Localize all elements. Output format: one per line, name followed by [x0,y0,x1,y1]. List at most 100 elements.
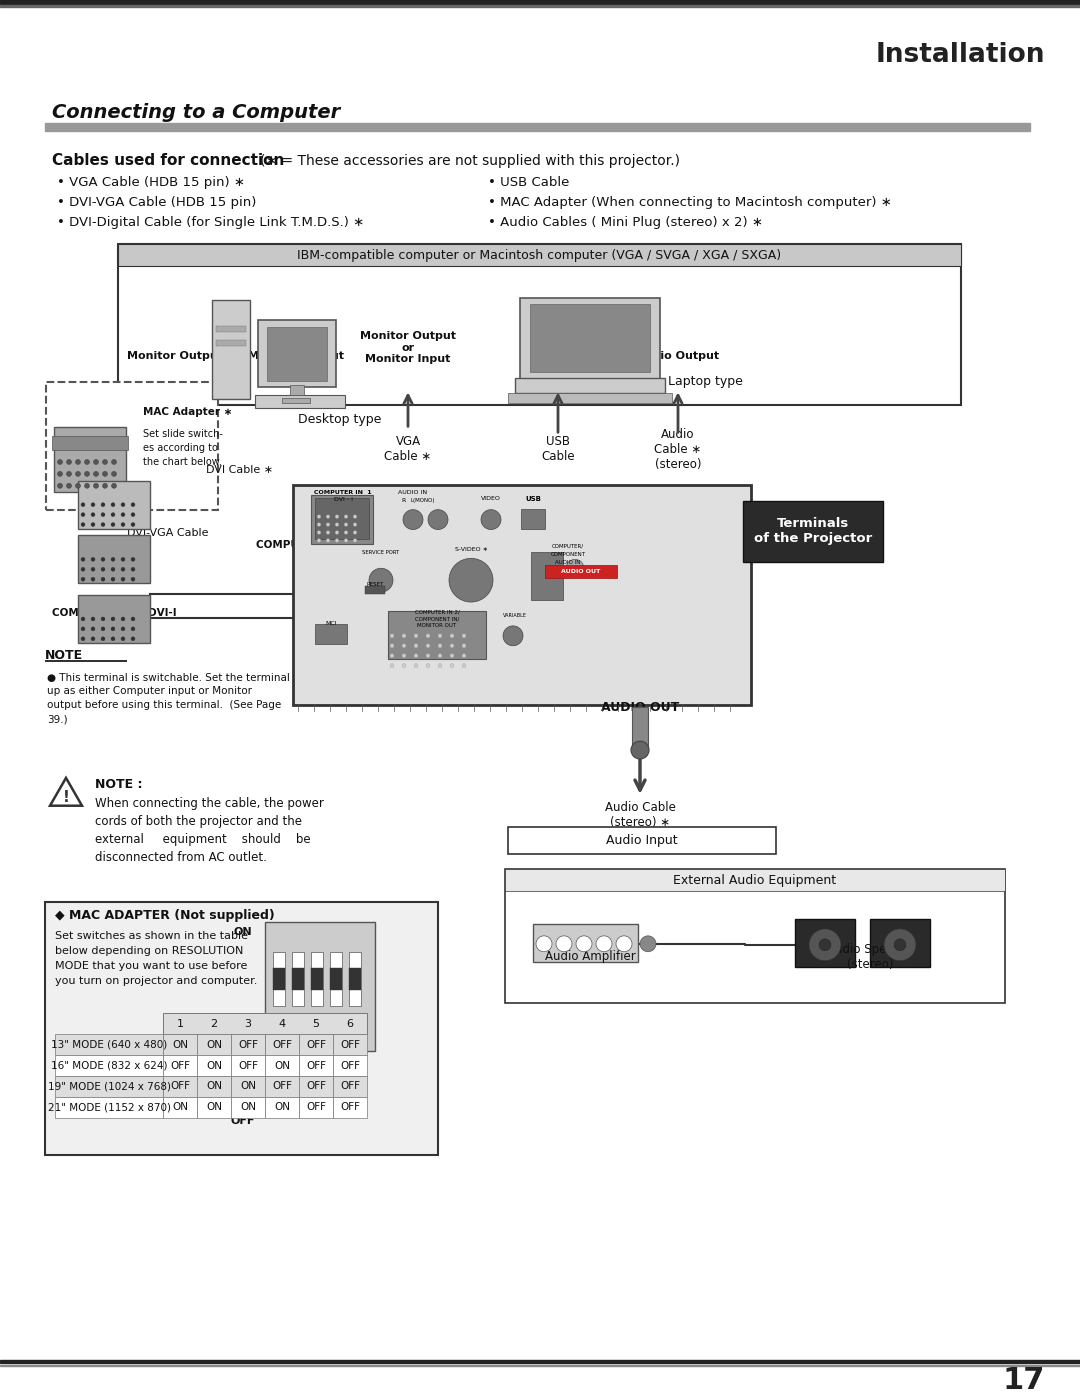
Circle shape [318,531,321,534]
Bar [508,394,672,404]
Circle shape [335,539,339,542]
Text: MODE that you want to use before: MODE that you want to use before [55,961,247,971]
Circle shape [414,644,418,648]
Circle shape [426,634,430,638]
Text: (∗ = These accessories are not supplied with this projector.): (∗ = These accessories are not supplied … [260,154,680,168]
Circle shape [111,513,114,517]
Bar [231,1055,265,1076]
Bar [330,968,342,989]
Text: • MAC Adapter (When connecting to Macintosh computer) ∗: • MAC Adapter (When connecting to Macint… [488,196,892,210]
Bar [163,1013,367,1034]
Text: Terminals
of the Projector: Terminals of the Projector [754,517,873,545]
Text: USB: USB [546,527,570,536]
Text: ON: ON [274,1102,291,1112]
Circle shape [390,634,394,638]
Circle shape [616,936,632,951]
Text: ON: ON [172,1102,188,1112]
Bar [632,707,648,749]
Circle shape [76,483,81,489]
Circle shape [450,654,454,658]
Text: 19" MODE (1024 x 768): 19" MODE (1024 x 768) [48,1081,171,1091]
Bar [216,326,246,332]
Circle shape [91,522,95,527]
Circle shape [102,577,105,581]
Circle shape [326,539,329,542]
Bar [197,1097,231,1118]
Circle shape [94,483,98,489]
Bar [333,1076,367,1097]
Circle shape [84,483,90,489]
Circle shape [631,742,649,759]
Circle shape [414,654,418,658]
Text: 5: 5 [312,1018,320,1028]
Circle shape [345,531,348,534]
Circle shape [121,627,125,631]
Bar [545,566,617,578]
Bar [291,386,303,395]
Circle shape [390,664,394,668]
Circle shape [326,531,329,534]
Text: AUDIO OUT: AUDIO OUT [562,569,600,574]
Text: Set switches as shown in the table: Set switches as shown in the table [55,930,248,940]
Text: OFF: OFF [238,1060,258,1070]
Text: COMPUTER IN 2/: COMPUTER IN 2/ [415,609,459,615]
Circle shape [131,577,135,581]
Circle shape [81,513,85,517]
Bar [521,509,545,528]
Bar [258,320,336,387]
Bar [311,968,323,989]
Text: OFF: OFF [306,1039,326,1049]
Text: below depending on RESOLUTION: below depending on RESOLUTION [55,946,243,956]
Bar [299,1034,333,1055]
Circle shape [402,654,406,658]
Text: cords of both the projector and the: cords of both the projector and the [95,814,302,828]
Bar [78,595,150,643]
Bar [55,1055,163,1076]
Circle shape [81,567,85,571]
Text: Monitor Output
or
Monitor Input: Monitor Output or Monitor Input [360,331,456,365]
Circle shape [131,557,135,562]
Circle shape [131,617,135,620]
Bar [197,1076,231,1097]
Circle shape [111,483,117,489]
Text: NOTE: NOTE [45,650,83,662]
Bar [292,968,303,989]
Bar [197,1034,231,1055]
Circle shape [462,664,465,668]
Text: Audio
Cable ∗
(stereo): Audio Cable ∗ (stereo) [654,427,702,471]
Circle shape [102,637,105,641]
Text: • DVI-VGA Cable (HDB 15 pin): • DVI-VGA Cable (HDB 15 pin) [57,196,256,210]
Bar [530,305,650,372]
Circle shape [809,929,841,961]
Bar [519,298,660,380]
Bar [365,587,384,594]
Bar [743,500,883,563]
Bar [515,377,665,394]
Text: RESET: RESET [366,581,383,587]
Bar [534,923,638,961]
Circle shape [326,522,329,527]
Circle shape [402,634,406,638]
Text: AUDIO OUT: AUDIO OUT [600,701,679,714]
Text: COMPONENT: COMPONENT [551,552,585,557]
Text: COMPUTER IN 1 DVI-I: COMPUTER IN 1 DVI-I [256,541,380,550]
Polygon shape [50,778,82,806]
Circle shape [318,515,321,518]
Circle shape [335,531,339,534]
Circle shape [102,522,105,527]
Text: NOTE :: NOTE : [95,778,143,791]
Bar [231,1034,265,1055]
Circle shape [450,634,454,638]
Circle shape [91,503,95,507]
Circle shape [111,503,114,507]
Circle shape [103,460,108,464]
Text: ON: ON [233,926,253,937]
Circle shape [426,644,430,648]
Text: 13" MODE (640 x 480): 13" MODE (640 x 480) [51,1039,167,1049]
Circle shape [894,939,906,951]
Text: ● This terminal is switchable. Set the terminal: ● This terminal is switchable. Set the t… [48,672,289,683]
Circle shape [131,567,135,571]
Circle shape [131,503,135,507]
Circle shape [102,513,105,517]
Text: SERVICE PORT: SERVICE PORT [363,550,400,555]
